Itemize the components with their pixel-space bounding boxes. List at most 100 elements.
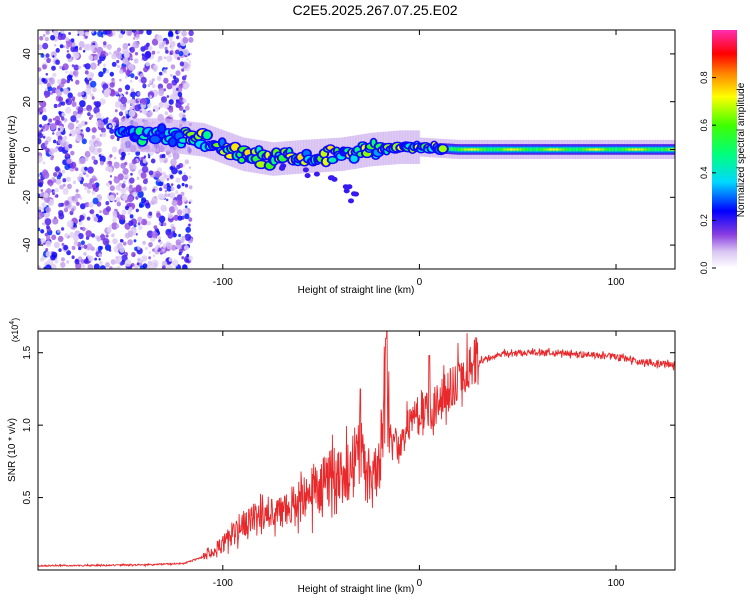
noise-blob <box>106 227 112 233</box>
noise-blob <box>53 139 57 144</box>
noise-blob <box>85 80 90 85</box>
noise-blob <box>57 127 61 131</box>
signal-band <box>488 148 491 151</box>
noise-blob <box>130 73 135 79</box>
noise-blob <box>129 177 135 184</box>
noise-blob <box>127 152 130 156</box>
noise-blob <box>45 147 50 153</box>
noise-blob <box>142 263 148 269</box>
noise-blob <box>144 246 148 251</box>
noise-blob <box>84 202 90 208</box>
noise-blob <box>91 233 95 238</box>
signal-band <box>594 148 597 151</box>
noise-blob <box>161 153 166 159</box>
snr-xtick-label: 100 <box>608 578 625 589</box>
noise-blob <box>135 38 139 41</box>
noise-blob <box>88 109 91 112</box>
noise-blob <box>158 101 164 108</box>
noise-blob <box>148 251 152 254</box>
signal-band <box>659 148 662 151</box>
noise-blob <box>120 187 127 194</box>
signal-band <box>481 148 484 151</box>
noise-blob <box>84 31 90 37</box>
noise-blob <box>57 34 63 41</box>
noise-blob <box>69 71 73 76</box>
noise-blob <box>59 44 64 49</box>
signal-band <box>645 148 648 151</box>
signal-band <box>653 148 656 151</box>
signal-blob <box>239 157 245 163</box>
noise-blob <box>84 70 89 75</box>
noise-blob <box>111 222 118 230</box>
noise-blob <box>93 55 99 61</box>
noise-blob <box>77 176 82 182</box>
signal-band <box>485 148 487 151</box>
signal-band <box>559 148 562 151</box>
signal-band <box>640 148 643 151</box>
noise-blob <box>147 221 152 226</box>
noise-blob <box>45 206 51 213</box>
noise-blob <box>131 30 136 33</box>
noise-blob <box>137 97 141 102</box>
top-xtick-label: 0 <box>417 277 423 288</box>
signal-band <box>570 148 572 151</box>
noise-blob <box>152 238 155 242</box>
noise-blob <box>45 30 50 35</box>
noise-blob <box>108 124 112 128</box>
signal-band <box>473 148 476 151</box>
noise-blob <box>66 40 73 48</box>
noise-blob <box>38 44 43 51</box>
noise-blob <box>181 174 188 182</box>
noise-blob <box>72 180 76 185</box>
signal-band <box>630 148 632 151</box>
noise-blob <box>132 165 137 170</box>
signal-band <box>581 148 584 151</box>
noise-blob <box>58 146 64 153</box>
noise-blob <box>42 135 46 139</box>
noise-blob <box>79 215 85 221</box>
noise-blob <box>95 112 102 119</box>
signal-band <box>499 148 501 151</box>
signal-band <box>475 148 478 151</box>
noise-blob <box>65 36 70 42</box>
signal-band <box>644 148 647 151</box>
noise-blob <box>147 83 151 88</box>
signal-band <box>657 148 660 151</box>
noise-blob <box>70 150 75 156</box>
noise-blob <box>97 245 103 251</box>
signal-band <box>551 148 553 151</box>
noise-blob <box>48 118 53 123</box>
noise-blob <box>188 37 194 43</box>
noise-blob <box>94 177 98 182</box>
noise-blob <box>176 164 181 170</box>
noise-blob <box>99 155 106 163</box>
noise-blob <box>102 238 110 246</box>
noise-blob <box>125 205 130 211</box>
noise-blob <box>53 43 57 47</box>
noise-blob <box>71 208 75 213</box>
noise-blob <box>54 166 60 172</box>
noise-blob <box>140 97 147 105</box>
noise-blob <box>44 94 49 99</box>
signal-band <box>538 148 540 151</box>
signal-band <box>606 148 609 151</box>
signal-band <box>568 148 571 151</box>
noise-blob <box>138 30 144 35</box>
noise-blob <box>55 59 60 65</box>
spectrogram-content <box>38 30 675 269</box>
noise-blob <box>151 38 159 46</box>
noise-blob <box>171 199 178 207</box>
noise-blob <box>45 53 50 58</box>
noise-blob <box>104 52 109 57</box>
noise-blob <box>161 96 167 103</box>
noise-blob <box>72 110 78 116</box>
signal-band <box>492 148 494 151</box>
noise-blob <box>159 241 163 245</box>
noise-blob <box>111 233 115 238</box>
noise-blob <box>78 40 85 48</box>
noise-blob <box>184 105 190 111</box>
noise-blob <box>105 262 110 268</box>
noise-blob <box>69 232 75 238</box>
noise-blob <box>186 58 189 61</box>
noise-blob <box>52 72 57 78</box>
